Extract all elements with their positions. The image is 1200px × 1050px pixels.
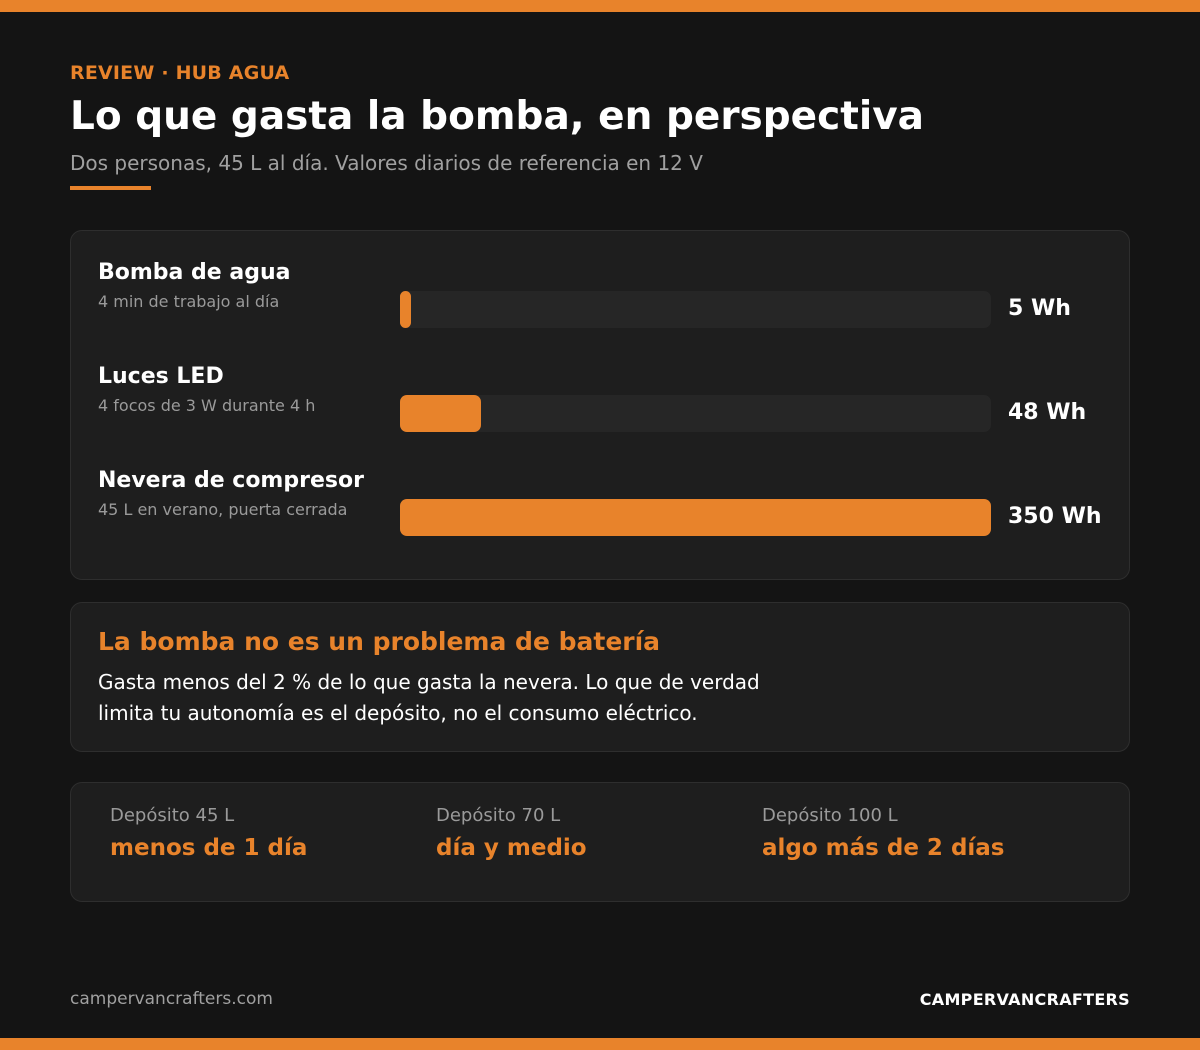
bar-category-label: Nevera de compresor bbox=[98, 468, 364, 493]
tank-item: Depósito 70 L día y medio bbox=[436, 805, 756, 861]
title-underline bbox=[70, 186, 151, 190]
bar-track bbox=[400, 395, 991, 432]
top-accent-bar bbox=[0, 0, 1200, 12]
tank-autonomy-panel: Depósito 45 L menos de 1 día Depósito 70… bbox=[70, 782, 1130, 902]
eyebrow-label: REVIEW · HUB AGUA bbox=[70, 62, 290, 84]
bar-track bbox=[400, 291, 991, 328]
footer-brand: CAMPERVANCRAFTERS bbox=[919, 990, 1130, 1009]
bar-value-label: 48 Wh bbox=[1008, 400, 1087, 425]
page-title: Lo que gasta la bomba, en perspectiva bbox=[70, 94, 925, 139]
bar-fill-luces bbox=[400, 395, 481, 432]
tank-label: Depósito 70 L bbox=[436, 805, 561, 826]
chart-row: Bomba de agua 4 min de trabajo al día 5 … bbox=[71, 260, 1129, 328]
bar-category-description: 4 focos de 3 W durante 4 h bbox=[98, 396, 316, 415]
chart-row: Luces LED 4 focos de 3 W durante 4 h 48 … bbox=[71, 364, 1129, 432]
bar-category-description: 45 L en verano, puerta cerrada bbox=[98, 500, 348, 519]
tank-value: día y medio bbox=[436, 835, 587, 861]
tank-value: menos de 1 día bbox=[110, 835, 308, 861]
bar-category-label: Luces LED bbox=[98, 364, 224, 389]
consumption-chart: Bomba de agua 4 min de trabajo al día 5 … bbox=[70, 230, 1130, 580]
tank-label: Depósito 100 L bbox=[762, 805, 898, 826]
page-subtitle: Dos personas, 45 L al día. Valores diari… bbox=[70, 151, 703, 175]
bar-fill-nevera bbox=[400, 499, 991, 536]
conclusion-note: La bomba no es un problema de batería Ga… bbox=[70, 602, 1130, 752]
tank-label: Depósito 45 L bbox=[110, 805, 235, 826]
bar-track bbox=[400, 499, 991, 536]
note-body: Gasta menos del 2 % de lo que gasta la n… bbox=[98, 670, 760, 725]
chart-row: Nevera de compresor 45 L en verano, puer… bbox=[71, 468, 1129, 536]
bar-value-label: 350 Wh bbox=[1008, 504, 1102, 529]
footer-url-link[interactable]: campervancrafters.com bbox=[70, 989, 273, 1009]
bar-value-label: 5 Wh bbox=[1008, 296, 1071, 321]
tank-item: Depósito 100 L algo más de 2 días bbox=[762, 805, 1082, 861]
tank-item: Depósito 45 L menos de 1 día bbox=[110, 805, 430, 861]
bar-category-label: Bomba de agua bbox=[98, 260, 291, 285]
note-title: La bomba no es un problema de batería bbox=[98, 627, 661, 656]
bar-fill-bomba bbox=[400, 291, 411, 328]
tank-value: algo más de 2 días bbox=[762, 835, 1005, 861]
bottom-accent-bar bbox=[0, 1038, 1200, 1050]
bar-category-description: 4 min de trabajo al día bbox=[98, 292, 280, 311]
